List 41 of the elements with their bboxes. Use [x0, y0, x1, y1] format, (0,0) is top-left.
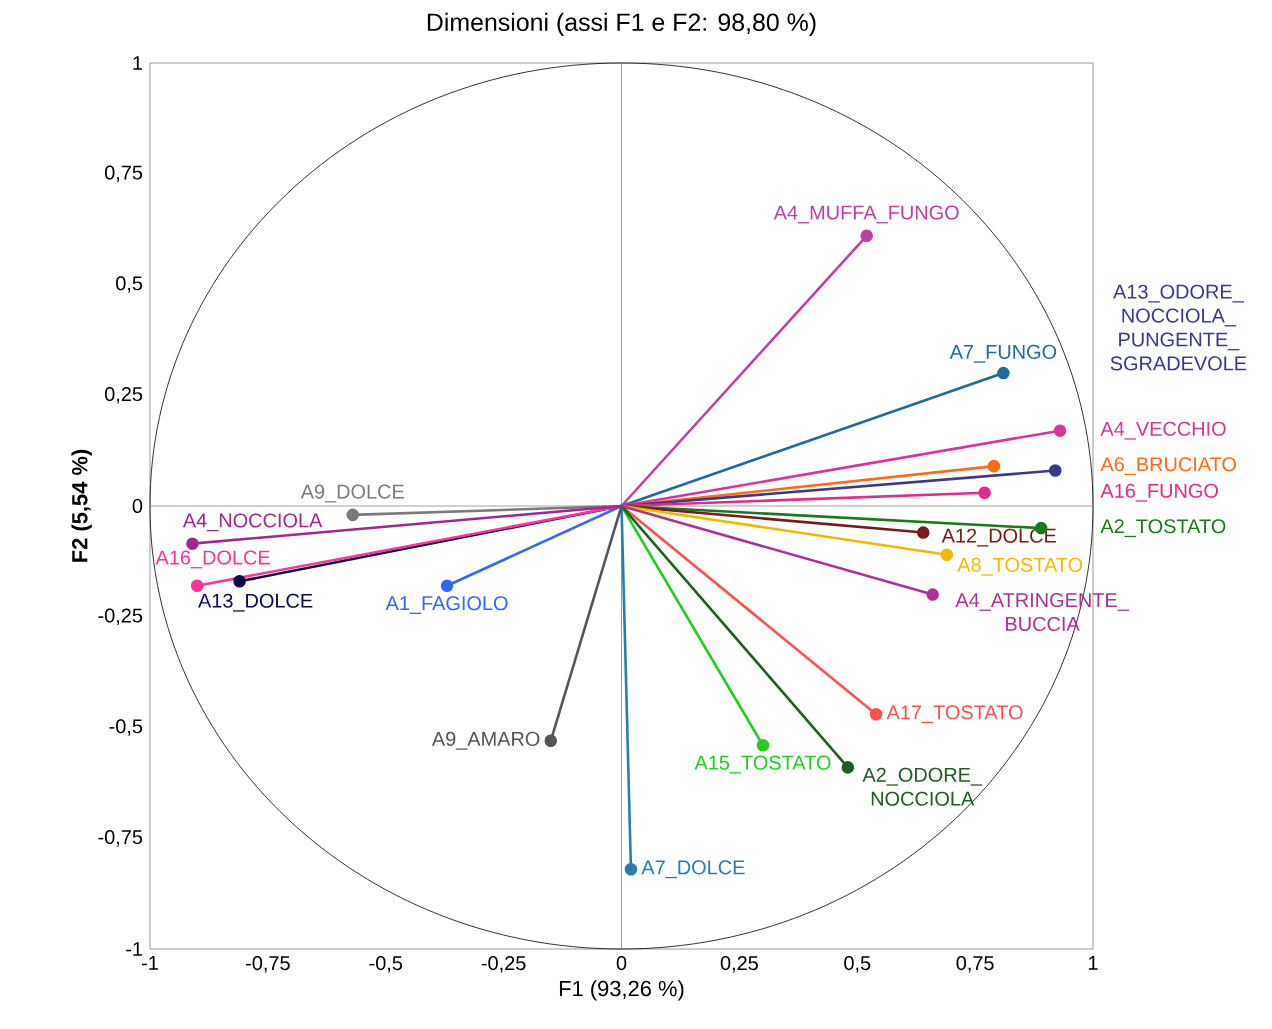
x-tick-label: -0,75 [246, 956, 290, 973]
text: A2_TOSTATO [1100, 519, 1226, 538]
series-label: A4_ATRINGENTE_BUCCIA [955, 593, 1130, 632]
x-axis-title: F1 (93,26 %) [559, 980, 684, 1001]
y-axis-title: F2 (5,54 %) [71, 449, 92, 562]
x-tick-label: 0,5 [844, 956, 871, 973]
text: A6_BRUCIATO [1100, 457, 1237, 476]
x-tick-label: -0,25 [481, 956, 526, 973]
x-tick-label: -0,5 [369, 956, 403, 973]
series-label: A4_MUFFA_FUNGO [773, 205, 959, 224]
y-tick-label: 0,25 [104, 387, 143, 404]
series-label: A9_DOLCE [300, 484, 404, 503]
y-tick-label: -0,5 [109, 719, 143, 736]
x-tick-label: 0,25 [720, 956, 758, 973]
series-label: A12_DOLCE [941, 528, 1056, 547]
series-label: A17_TOSTATO [886, 705, 1023, 724]
y-tick-label: 1 [133, 56, 142, 70]
series-label: A2_ODORE_NOCCIOLA [862, 767, 983, 806]
y-tick-label: 0,5 [116, 276, 143, 293]
series-label: A4_VECCHIO [1100, 421, 1226, 440]
series-label: A1_FAGIOLO [385, 596, 508, 615]
series-label: A4_NOCCIOLA [182, 513, 323, 532]
series-label: A7_DOLCE [641, 860, 745, 879]
x-tick-label: 0 [616, 956, 627, 971]
series-label: A9_AMARO [431, 731, 540, 750]
x-tick-label: -1 [142, 956, 158, 970]
text: A13_ODORE_NOCCIOLA_PUNGENTE_SGRADEVOLE [1110, 284, 1247, 371]
x-tick-label: 1 [1089, 956, 1098, 970]
series-label: A13_DOLCE [198, 593, 313, 612]
y-tick-label: -0,25 [98, 608, 143, 625]
y-tick-label: -0,75 [98, 830, 143, 847]
series-label: A8_TOSTATO [957, 557, 1083, 576]
x-tick-label: 0,75 [956, 956, 994, 973]
y-tick-label: -1 [126, 942, 142, 956]
series-label: A16_DOLCE [155, 550, 270, 569]
y-tick-label: 0 [132, 498, 143, 514]
y-tick-label: 0,75 [104, 165, 143, 182]
chart-title: Dimensioni (assi F1 e F2: 98,80 %) [427, 12, 816, 36]
text: A16_FUNGO [1100, 483, 1218, 502]
series-label: A7_FUNGO [949, 344, 1057, 363]
series-label: A15_TOSTATO [694, 755, 831, 774]
